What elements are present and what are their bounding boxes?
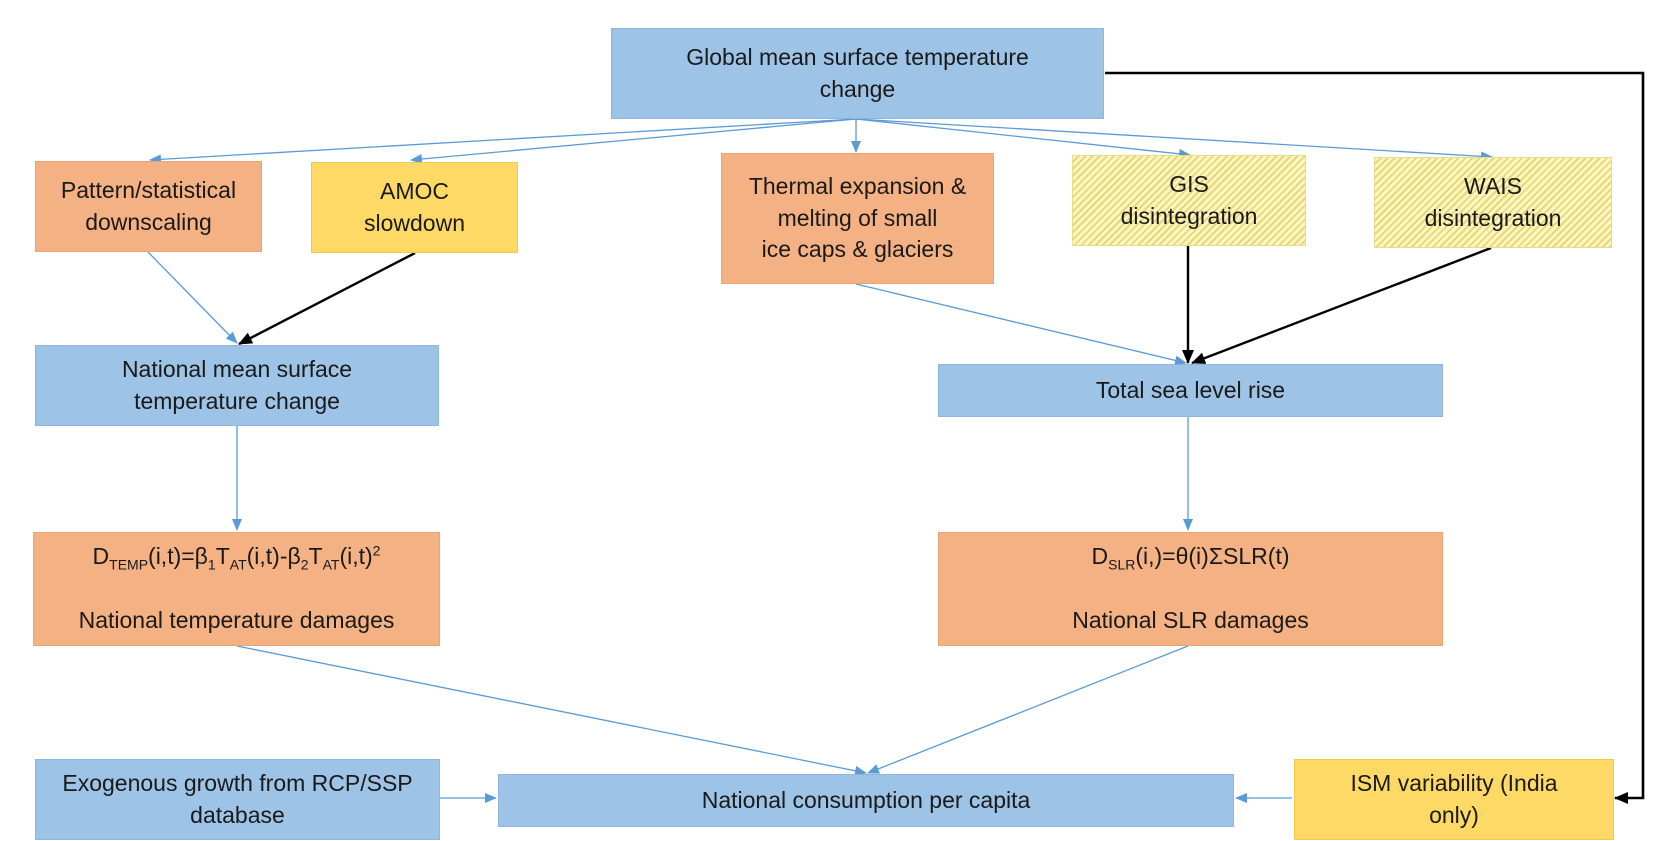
arrow-global-to-amoc [410,118,857,164]
ism-variability-box: ISM variability (India only) [1294,759,1614,840]
total-slr-label: Total sea level rise [1095,376,1286,403]
arrow-global-to-pattern [149,118,857,165]
wais-line-2: disintegration [1424,204,1562,231]
thermal-line-3: ice caps & glaciers [761,236,954,263]
slr-damages-box: DSLR(i,)=θ(i)ΣSLR(t) National SLR damage… [938,532,1443,646]
arrow-temp-damages-to-consumption [236,645,867,776]
arrow-global-to-gis [855,118,1191,159]
amoc-line-1: AMOC [380,177,449,204]
consumption-label: National consumption per capita [701,786,1031,813]
gis-line-1: GIS [1169,170,1209,197]
exogenous-growth-box: Exogenous growth from RCP/SSP database [35,759,440,840]
national-temperature-change-box: National mean surface temperature change [35,345,439,426]
national-temp-line-2: temperature change [134,387,340,414]
global-temp-line-1: Global mean surface temperature [686,43,1029,70]
temp-damage-label: National temperature damages [78,607,395,634]
amoc-slowdown-box: AMOC slowdown [311,162,518,253]
thermal-line-1: Thermal expansion & [748,172,967,199]
arrow-wais-to-slr [1191,246,1492,365]
national-consumption-box: National consumption per capita [498,774,1234,827]
temperature-damages-box: DTEMP(i,t)=β1TAT(i,t)-β2TAT(i,t)2 Nation… [33,532,440,646]
pattern-line-2: downscaling [85,208,212,235]
gis-line-2: disintegration [1120,202,1258,229]
thermal-line-2: melting of small [777,204,938,231]
arrow-thermal-to-slr [855,283,1187,366]
global-temp-line-2: change [819,75,896,102]
arrow-pattern-to-national-temp [147,251,238,344]
temp-damage-formula: DTEMP(i,t)=β1TAT(i,t)-β2TAT(i,t)2 [92,542,381,573]
national-temp-line-1: National mean surface [121,355,353,382]
arrow-amoc-to-national-temp [238,251,416,346]
wais-disintegration-box: WAIS disintegration [1374,157,1612,248]
ism-line-1: ISM variability (India [1350,769,1558,796]
gis-disintegration-box: GIS disintegration [1072,155,1306,246]
total-sea-level-rise-box: Total sea level rise [938,364,1443,417]
exogenous-line-2: database [190,801,285,828]
slr-damage-formula: DSLR(i,)=θ(i)ΣSLR(t) [1091,543,1290,573]
amoc-line-2: slowdown [364,209,465,236]
arrow-global-to-wais [855,118,1493,162]
pattern-line-1: Pattern/statistical [60,176,237,203]
global-temperature-change-box: Global mean surface temperature change [611,28,1104,119]
wais-line-1: WAIS [1464,172,1522,199]
arrow-slr-damages-to-consumption [867,645,1189,774]
ism-line-2: only) [1429,801,1479,828]
exogenous-line-1: Exogenous growth from RCP/SSP [62,769,413,796]
arrow-global-to-ism [1105,71,1645,804]
thermal-expansion-box: Thermal expansion & melting of small ice… [721,153,994,284]
slr-damage-label: National SLR damages [1072,607,1309,634]
pattern-downscaling-box: Pattern/statistical downscaling [35,161,262,252]
